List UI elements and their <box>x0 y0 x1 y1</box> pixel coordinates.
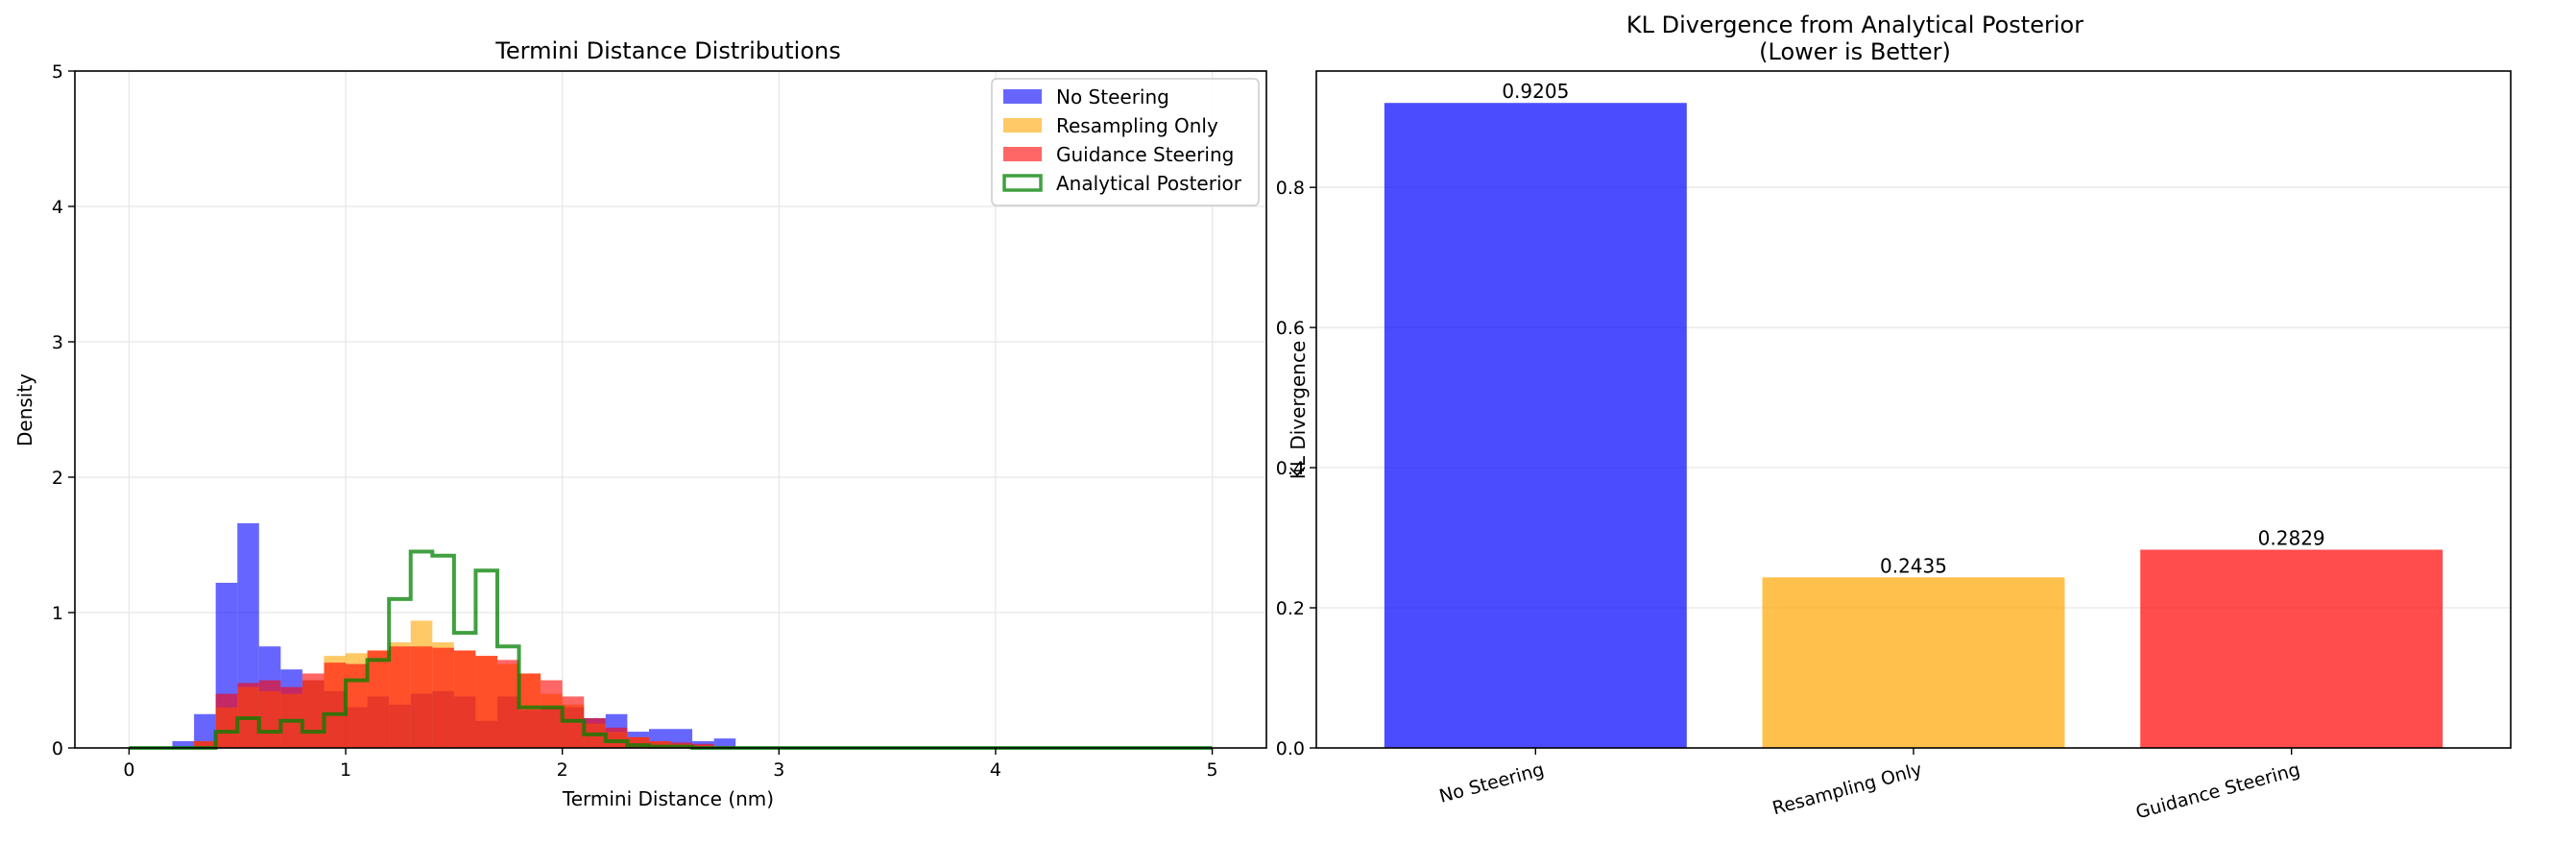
kl-value-label-guidance-steering: 0.2829 <box>2258 527 2325 550</box>
legend-label-guidance-steering: Guidance Steering <box>1056 143 1234 166</box>
hist-bar-guidance-steering <box>367 650 390 748</box>
legend-swatch-no-steering <box>1003 89 1042 104</box>
x-tick-label: 3 <box>773 759 784 781</box>
legend-label-analytical-posterior: Analytical Posterior <box>1056 172 1242 195</box>
y-tick-label: 0.0 <box>1276 738 1305 759</box>
y-tick-label: 0.6 <box>1276 318 1305 339</box>
kl-chart-subtitle: (Lower is Better) <box>1759 38 1951 65</box>
histogram-y-ticks: 0 1 2 3 4 5 <box>52 61 75 759</box>
hist-bar-no-steering <box>713 738 736 748</box>
kl-bar-chart: KL Divergence from Analytical Posterior … <box>1276 12 2512 823</box>
y-tick-label: 0 <box>52 738 63 759</box>
x-tick-label: 5 <box>1207 759 1218 781</box>
x-tick-label: 4 <box>990 759 1001 781</box>
kl-y-ticks: 0.0 0.2 0.4 0.6 0.8 <box>1276 178 1316 759</box>
y-tick-label: 2 <box>52 468 63 489</box>
kl-bars <box>1384 103 2444 748</box>
kl-value-label-no-steering: 0.9205 <box>1502 80 1569 103</box>
legend-swatch-resampling-only <box>1003 118 1042 132</box>
y-tick-label: 5 <box>52 61 63 83</box>
kl-bar-no-steering <box>1384 103 1687 748</box>
kl-value-label-resampling-only: 0.2435 <box>1880 554 1947 577</box>
hist-bar-guidance-steering <box>389 646 411 748</box>
histogram-title: Termini Distance Distributions <box>494 37 840 64</box>
x-tick-label-no-steering: No Steering <box>1437 759 1547 807</box>
hist-bar-guidance-steering <box>215 693 238 748</box>
histogram-bars <box>172 522 736 748</box>
y-tick-label: 3 <box>52 332 63 353</box>
hist-bar-guidance-steering <box>518 673 542 748</box>
hist-bar-guidance-steering <box>453 650 476 748</box>
hist-bar-guidance-steering <box>301 673 325 748</box>
hist-bar-guidance-steering <box>496 660 519 748</box>
hist-bar-guidance-steering <box>432 647 454 748</box>
kl-chart-title: KL Divergence from Analytical Posterior <box>1626 12 2083 38</box>
kl-x-ticks: No Steering Resampling Only Guidance Steer… <box>1437 748 2302 823</box>
legend-frame <box>991 78 1260 206</box>
hist-bar-guidance-steering <box>475 656 497 748</box>
y-tick-label: 0.4 <box>1276 458 1305 479</box>
x-tick-label-resampling-only: Resampling Only <box>1770 759 1925 820</box>
y-tick-label: 0.2 <box>1276 598 1305 619</box>
hist-bar-guidance-steering <box>627 736 649 748</box>
y-tick-label: 0.8 <box>1276 178 1305 199</box>
y-tick-label: 1 <box>52 603 63 624</box>
hist-bar-guidance-steering <box>648 740 671 748</box>
legend-swatch-analytical-posterior <box>1002 174 1043 192</box>
x-tick-label-guidance-steering: Guidance Steering <box>2133 759 2302 824</box>
x-tick-label: 1 <box>340 759 351 781</box>
hist-bar-guidance-steering <box>258 680 281 748</box>
x-tick-label: 0 <box>123 759 134 781</box>
hist-bar-guidance-steering <box>280 686 302 748</box>
hist-bar-guidance-steering <box>605 727 628 748</box>
histogram-chart: Termini Distance Distributions 0 1 2 3 4 5 0 1… <box>13 37 1267 810</box>
kl-value-labels: 0.9205 0.2435 0.2829 <box>1502 80 2324 577</box>
histogram-legend: No Steering Resampling Only Guidance Ste… <box>991 78 1260 206</box>
legend-label-resampling-only: Resampling Only <box>1056 114 1218 137</box>
x-tick-label: 2 <box>557 759 568 781</box>
legend-label-no-steering: No Steering <box>1056 85 1169 108</box>
hist-bar-guidance-steering <box>692 743 714 748</box>
kl-bar-guidance-steering <box>2140 549 2444 748</box>
histogram-x-axis-label: Termini Distance (nm) <box>562 787 774 810</box>
histogram-plot-frame <box>74 70 1267 749</box>
hist-bar-guidance-steering <box>541 680 563 748</box>
hist-bar-no-steering <box>172 740 195 748</box>
kl-bar-resampling-only <box>1762 577 2065 748</box>
hist-bar-guidance-steering <box>194 740 216 748</box>
hist-bar-guidance-steering <box>237 683 259 748</box>
legend-swatch-guidance-steering <box>1003 147 1042 161</box>
y-tick-label: 4 <box>52 197 63 218</box>
kl-y-axis-label: KL Divergence <box>1287 341 1310 480</box>
hist-bar-guidance-steering <box>346 663 368 748</box>
hist-bar-guidance-steering <box>410 646 433 748</box>
histogram-x-ticks: 0 1 2 3 4 5 <box>123 748 1218 781</box>
histogram-y-axis-label: Density <box>13 373 36 446</box>
hist-bar-no-steering <box>194 713 216 748</box>
hist-bar-guidance-steering <box>324 662 347 748</box>
